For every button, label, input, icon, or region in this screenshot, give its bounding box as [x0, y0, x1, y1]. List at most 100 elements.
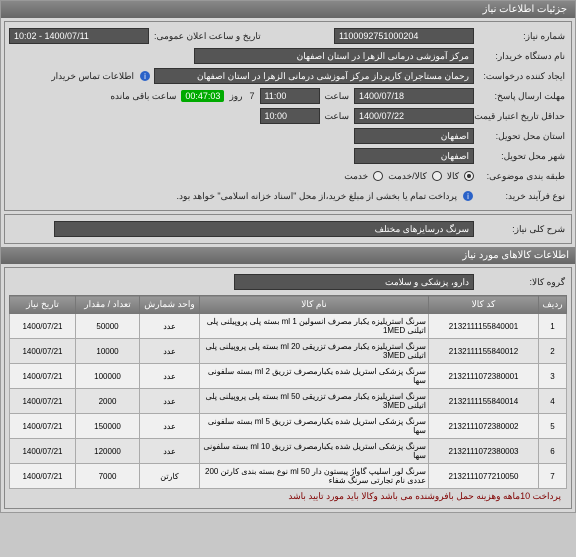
validity-time-input[interactable] — [260, 108, 320, 124]
panel-header: جزئیات اطلاعات نیاز — [1, 1, 575, 18]
row-process-type: نوع فرآیند خرید: i پرداخت تمام یا بخشی ا… — [9, 186, 567, 206]
group-input[interactable] — [234, 274, 474, 290]
deadline-days-label: روز — [227, 91, 244, 102]
table-cell: 100000 — [76, 364, 140, 389]
deadline-time-label: ساعت — [323, 91, 352, 102]
table-cell: سرنگ استریلیزه یکبار مصرف تزریقی 50 ml ب… — [200, 389, 429, 414]
table-row[interactable]: 12132111155840001سرنگ استریلیزه یکبار مص… — [10, 314, 567, 339]
remain-label: ساعت باقی مانده — [108, 91, 178, 102]
deadline-label: مهلت ارسال پاسخ: — [477, 91, 567, 102]
row-category: طبقه بندی موضوعی: کالا کالا/خدمت خدمت — [9, 166, 567, 186]
need-number-input[interactable] — [334, 28, 474, 44]
table-cell: سرنگ لور اسلیپ گاواژ پیستون دار 50 ml نو… — [200, 464, 429, 489]
group-label: گروه کالا: — [477, 277, 567, 288]
row-province: استان محل تحویل: — [9, 126, 567, 146]
requester-input[interactable] — [154, 68, 474, 84]
table-header: ردیف — [539, 296, 567, 314]
province-input[interactable] — [354, 128, 474, 144]
deadline-time-input[interactable] — [260, 88, 320, 104]
info-icon-2[interactable]: i — [462, 190, 474, 202]
row-need-number: شماره نیاز: تاریخ و ساعت اعلان عمومی: — [9, 26, 567, 46]
table-header: واحد شمارش — [140, 296, 200, 314]
table-cell: 1400/07/21 — [10, 314, 76, 339]
items-header: اطلاعات کالاهای مورد نیاز — [1, 247, 575, 264]
table-cell: 2 — [539, 339, 567, 364]
need-number-label: شماره نیاز: — [477, 31, 567, 42]
table-header: نام کالا — [200, 296, 429, 314]
radio-goods[interactable] — [464, 171, 474, 181]
table-row[interactable]: 22132111155840012سرنگ استریلیزه یکبار مص… — [10, 339, 567, 364]
radio-goods-label: کالا — [445, 171, 461, 182]
deadline-days-value: 7 — [247, 91, 256, 101]
row-requester: ایجاد کننده درخواست: i اطلاعات تماس خرید… — [9, 66, 567, 86]
table-cell: سرنگ استریلیزه یکبار مصرف انسولین 1 ml ب… — [200, 314, 429, 339]
table-cell: 2132111077210050 — [429, 464, 539, 489]
desc-input[interactable] — [54, 221, 474, 237]
radio-service[interactable] — [373, 171, 383, 181]
table-cell: 2132111155840001 — [429, 314, 539, 339]
table-header: تاریخ نیاز — [10, 296, 76, 314]
table-cell: 4 — [539, 389, 567, 414]
table-cell: 1400/07/21 — [10, 364, 76, 389]
buyer-contact-link[interactable]: اطلاعات تماس خریدار — [49, 71, 136, 82]
table-row[interactable]: 42132111155840014سرنگ استریلیزه یکبار مص… — [10, 389, 567, 414]
validity-time-label: ساعت — [323, 111, 352, 122]
table-cell: 6 — [539, 439, 567, 464]
desc-label: شرح کلی نیاز: — [477, 224, 567, 235]
items-header-title: اطلاعات کالاهای مورد نیاز — [462, 250, 569, 261]
table-cell: 3 — [539, 364, 567, 389]
table-cell: سرنگ پزشکی استریل شده یکبارمصرف تزریق 2 … — [200, 364, 429, 389]
main-panel: جزئیات اطلاعات نیاز شماره نیاز: تاریخ و … — [0, 0, 576, 513]
row-city: شهر محل تحویل: — [9, 146, 567, 166]
table-cell: 10000 — [76, 339, 140, 364]
row-deadline: مهلت ارسال پاسخ: ساعت 7 روز 00:47:03 ساع… — [9, 86, 567, 106]
validity-label: حداقل تاریخ اعتبار قیمت تا تاریخ: — [477, 111, 567, 122]
info-section: شماره نیاز: تاریخ و ساعت اعلان عمومی: نا… — [4, 21, 572, 211]
desc-section: شرح کلی نیاز: — [4, 214, 572, 244]
table-cell: 7 — [539, 464, 567, 489]
city-input[interactable] — [354, 148, 474, 164]
radio-goods-service-label: کالا/خدمت — [386, 171, 429, 182]
process-type-note: پرداخت تمام یا بخشی از مبلغ خرید،از محل … — [175, 191, 459, 202]
row-validity: حداقل تاریخ اعتبار قیمت تا تاریخ: ساعت — [9, 106, 567, 126]
buyer-org-input[interactable] — [194, 48, 474, 64]
table-cell: عدد — [140, 414, 200, 439]
table-row[interactable]: 72132111077210050سرنگ لور اسلیپ گاواژ پی… — [10, 464, 567, 489]
table-cell: عدد — [140, 364, 200, 389]
table-cell: سرنگ پزشکی استریل شده یکبارمصرف تزریق 10… — [200, 439, 429, 464]
info-icon[interactable]: i — [139, 70, 151, 82]
svg-text:i: i — [144, 72, 146, 81]
process-type-label: نوع فرآیند خرید: — [477, 191, 567, 202]
table-cell: عدد — [140, 389, 200, 414]
table-cell: 2132111072380003 — [429, 439, 539, 464]
remain-badge: 00:47:03 — [181, 90, 224, 102]
requester-label: ایجاد کننده درخواست: — [477, 71, 567, 82]
table-row[interactable]: 52132111072380002سرنگ پزشکی استریل شده ی… — [10, 414, 567, 439]
table-cell: 1400/07/21 — [10, 339, 76, 364]
announce-input[interactable] — [9, 28, 149, 44]
svg-text:i: i — [467, 192, 469, 201]
table-cell: 1400/07/21 — [10, 389, 76, 414]
table-row[interactable]: 62132111072380003سرنگ پزشکی استریل شده ی… — [10, 439, 567, 464]
category-label: طبقه بندی موضوعی: — [477, 171, 567, 182]
table-cell: 150000 — [76, 414, 140, 439]
validity-date-input[interactable] — [354, 108, 474, 124]
city-label: شهر محل تحویل: — [477, 151, 567, 162]
table-cell: 1 — [539, 314, 567, 339]
table-cell: 1400/07/21 — [10, 464, 76, 489]
announce-label: تاریخ و ساعت اعلان عمومی: — [152, 31, 263, 42]
table-cell: 2132111072380001 — [429, 364, 539, 389]
table-cell: سرنگ پزشکی استریل شده یکبارمصرف تزریق 5 … — [200, 414, 429, 439]
deadline-date-input[interactable] — [354, 88, 474, 104]
table-cell: عدد — [140, 314, 200, 339]
table-row[interactable]: 32132111072380001سرنگ پزشکی استریل شده ی… — [10, 364, 567, 389]
table-cell: عدد — [140, 339, 200, 364]
buyer-org-label: نام دستگاه خریدار: — [477, 51, 567, 62]
table-cell: عدد — [140, 439, 200, 464]
table-cell: 5 — [539, 414, 567, 439]
table-cell: 50000 — [76, 314, 140, 339]
table-cell: 2132111155840012 — [429, 339, 539, 364]
items-section: گروه کالا: ردیفکد کالانام کالاواحد شمارش… — [4, 267, 572, 509]
table-cell: 2132111155840014 — [429, 389, 539, 414]
radio-goods-service[interactable] — [432, 171, 442, 181]
